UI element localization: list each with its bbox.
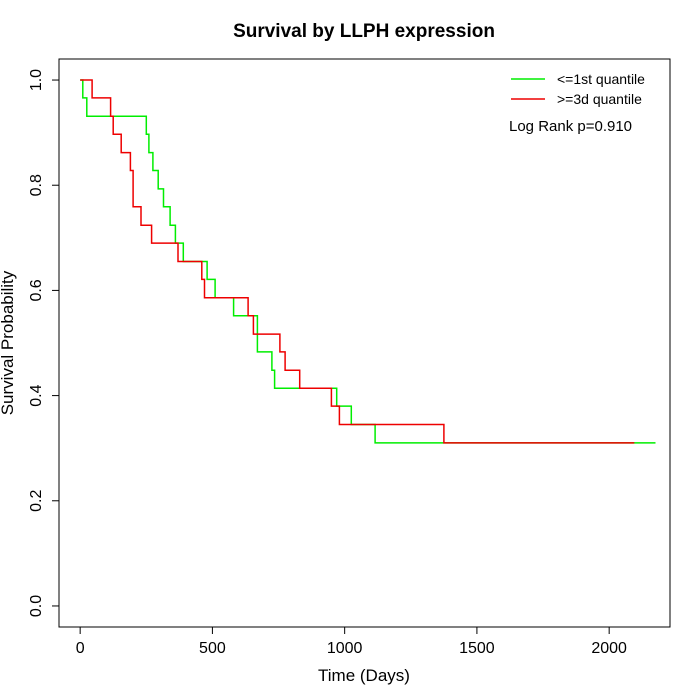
x-axis: 0 500 1000 1500 2000 <box>76 626 627 657</box>
plot-area-border <box>58 58 671 628</box>
chart-title: Survival by LLPH expression <box>233 21 495 42</box>
x-axis-label: Time (Days) <box>318 666 410 685</box>
legend-label: <=1st quantile <box>557 71 645 87</box>
x-tick-label: 2000 <box>591 640 627 657</box>
y-axis-label: Survival Probability <box>0 270 17 415</box>
x-tick-label: 500 <box>199 640 226 657</box>
y-tick-label: 0.8 <box>28 174 45 196</box>
x-tick-label: 1500 <box>459 640 495 657</box>
y-tick-label: 0.0 <box>28 595 45 617</box>
x-tick-label: 1000 <box>327 640 363 657</box>
survival-curves <box>80 79 656 444</box>
x-tick-label: 0 <box>76 640 85 657</box>
y-tick-label: 0.2 <box>28 490 45 512</box>
y-axis: 0.0 0.2 0.4 0.6 0.8 1.0 <box>28 69 60 617</box>
y-tick-label: 1.0 <box>28 69 45 91</box>
survival-curve-high <box>80 79 635 444</box>
log-rank-annotation: Log Rank p=0.910 <box>509 118 632 135</box>
y-tick-label: 0.4 <box>28 384 45 406</box>
legend-label: >=3d quantile <box>557 91 642 107</box>
legend: <=1st quantile >=3d quantile <box>511 71 645 107</box>
y-tick-label: 0.6 <box>28 279 45 301</box>
